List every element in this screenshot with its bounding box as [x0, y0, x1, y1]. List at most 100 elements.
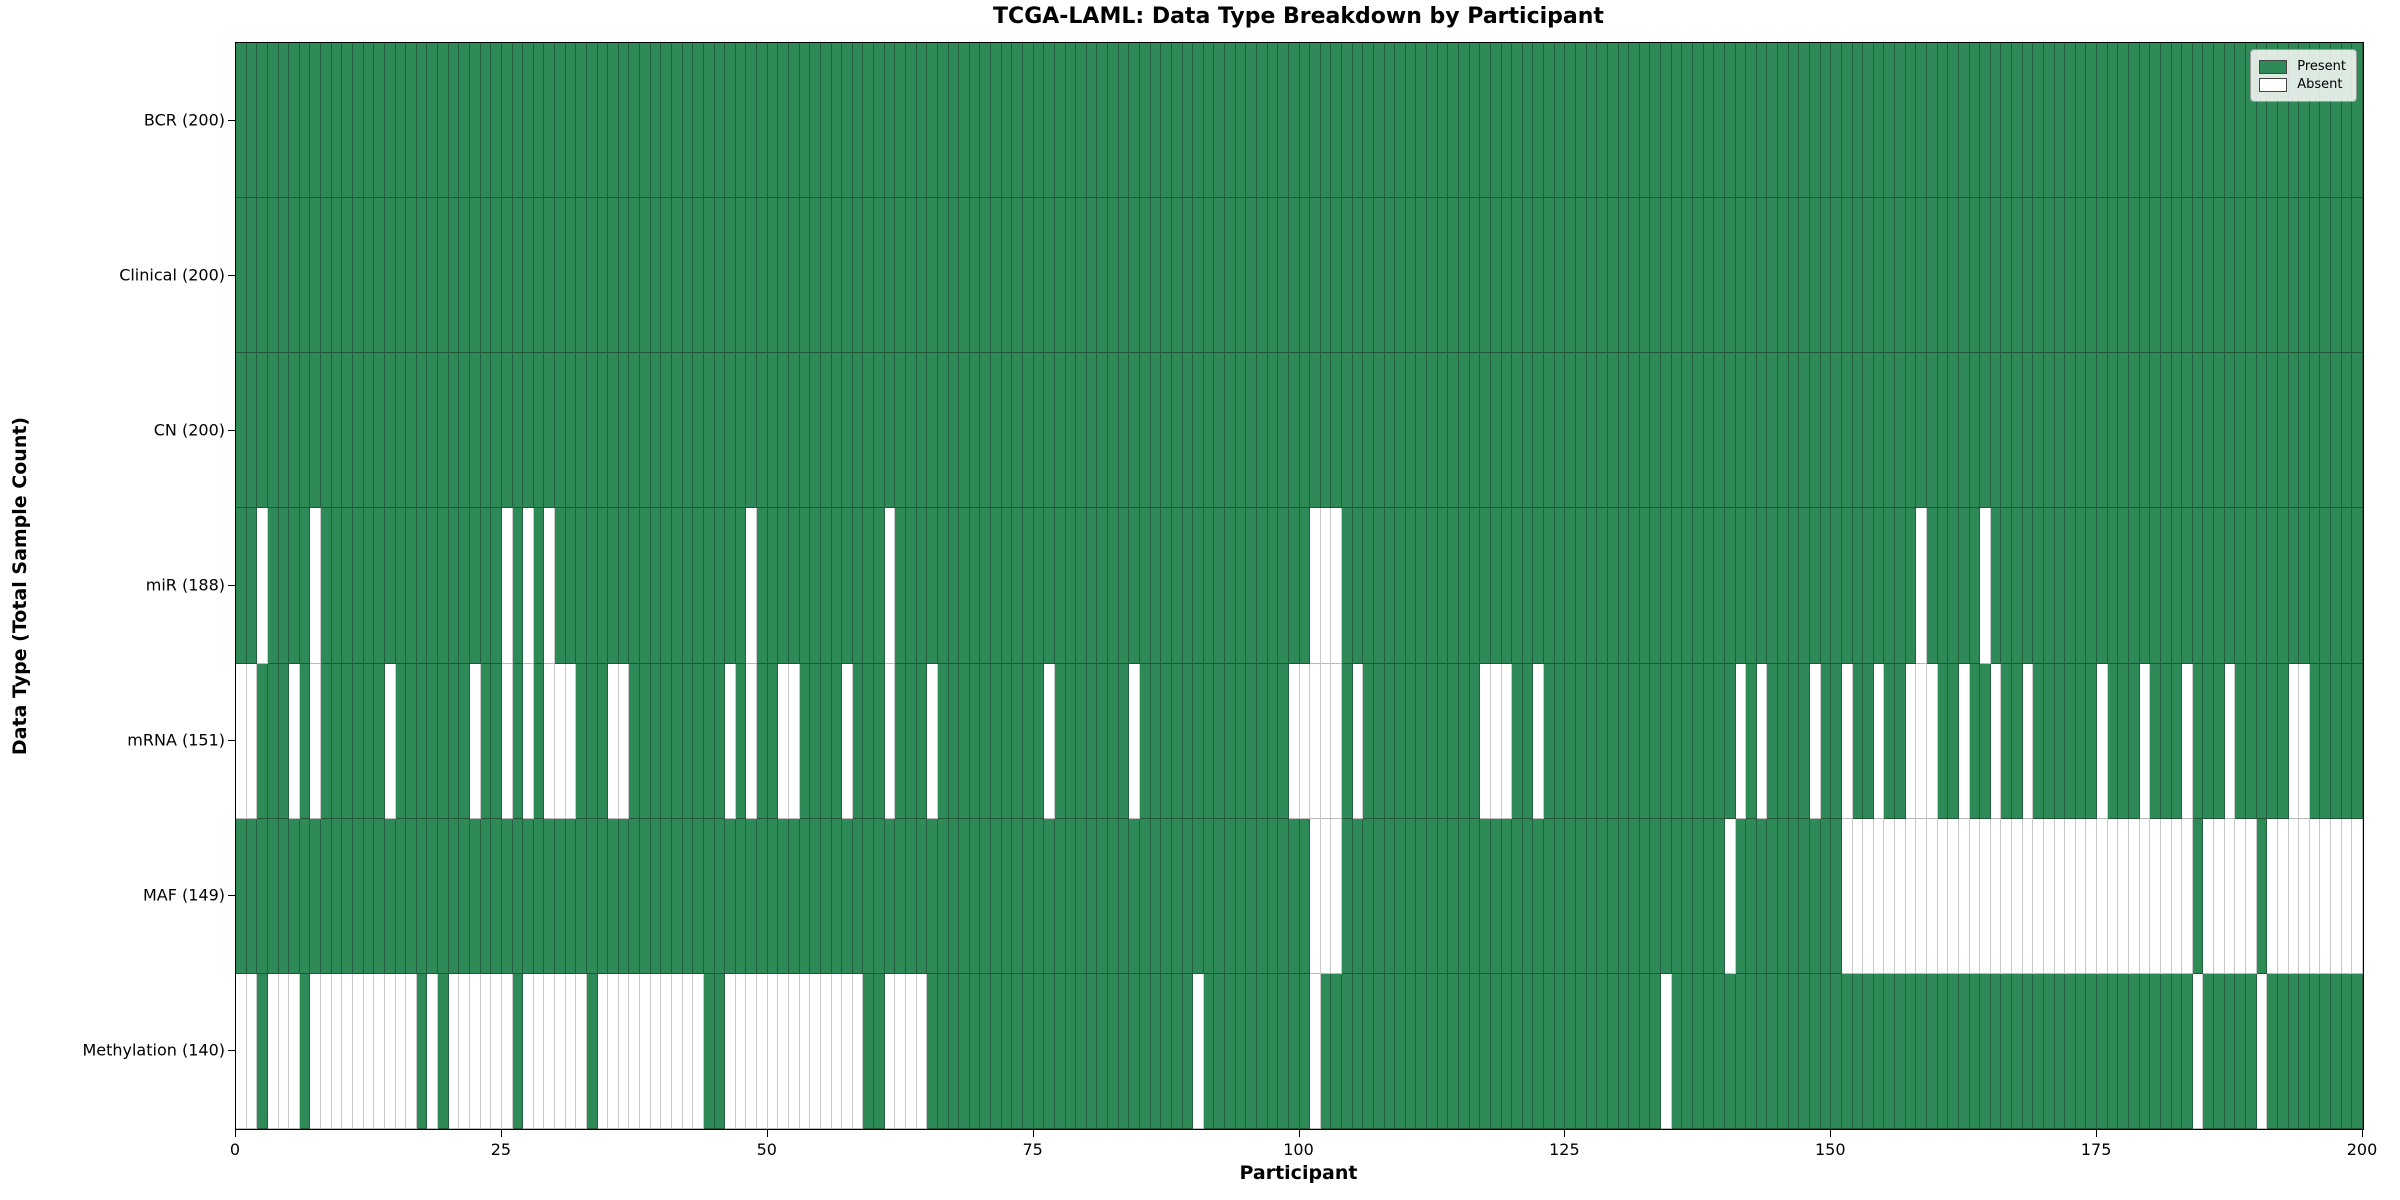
heatmap-cell	[703, 353, 715, 509]
heatmap-cell	[278, 663, 290, 819]
heatmap-cell	[906, 818, 917, 974]
heatmap-cell	[1884, 508, 1896, 664]
heatmap-cell	[1618, 818, 1630, 974]
heatmap-cell	[448, 973, 460, 1129]
heatmap-cell	[842, 43, 853, 199]
heatmap-cell	[831, 43, 843, 199]
heatmap-cell	[714, 198, 726, 354]
heatmap-cell	[1692, 663, 1704, 819]
heatmap-cell	[1256, 663, 1268, 819]
heatmap-cell	[1033, 353, 1045, 509]
heatmap-cell	[469, 353, 481, 509]
heatmap-cell	[257, 818, 268, 974]
heatmap-cell	[395, 198, 407, 354]
legend-present-swatch	[2259, 59, 2288, 74]
heatmap-cell	[672, 508, 683, 664]
heatmap-cell	[1926, 43, 1938, 199]
heatmap-cell	[1171, 663, 1183, 819]
heatmap-cell	[448, 818, 460, 974]
heatmap-cell	[1969, 818, 1981, 974]
heatmap-cell	[672, 973, 683, 1129]
heatmap-cell	[2224, 818, 2236, 974]
heatmap-cell	[2192, 663, 2204, 819]
heatmap-cell	[1278, 663, 1289, 819]
heatmap-cell	[299, 43, 311, 199]
heatmap-cell	[884, 663, 896, 819]
heatmap-cell	[1873, 198, 1885, 354]
heatmap-cell	[1161, 818, 1172, 974]
heatmap-cell	[852, 198, 864, 354]
heatmap-cell	[1363, 818, 1374, 974]
heatmap-cell	[1714, 43, 1725, 199]
heatmap-cell	[1958, 353, 1970, 509]
heatmap-cell	[895, 198, 906, 354]
heatmap-cell	[640, 43, 651, 199]
heatmap-cell	[1044, 353, 1055, 509]
heatmap-cell	[1278, 198, 1289, 354]
heatmap-cell	[650, 43, 662, 199]
heatmap-cell	[1193, 43, 1204, 199]
heatmap-cell	[2309, 818, 2321, 974]
heatmap-cell	[810, 353, 821, 509]
heatmap-cell	[2182, 353, 2193, 509]
heatmap-cell	[310, 43, 322, 199]
heatmap-cell	[289, 663, 300, 819]
heatmap-cell	[384, 198, 396, 354]
heatmap-cell	[959, 353, 970, 509]
heatmap-cell	[374, 818, 385, 974]
heatmap-cell	[278, 198, 290, 354]
heatmap-cell	[2139, 663, 2151, 819]
heatmap-cell	[1735, 198, 1747, 354]
heatmap-cell	[2203, 43, 2215, 199]
heatmap-cell	[1629, 43, 1640, 199]
heatmap-cell	[1193, 508, 1204, 664]
heatmap-cell	[2320, 973, 2332, 1129]
heatmap-cell	[884, 508, 896, 664]
heatmap-cell	[586, 43, 598, 199]
heatmap-cell	[1427, 663, 1438, 819]
heatmap-cell	[427, 353, 439, 509]
heatmap-cell	[842, 973, 853, 1129]
heatmap-cell	[1480, 663, 1491, 819]
heatmap-cell	[1033, 43, 1045, 199]
heatmap-cell	[1022, 198, 1034, 354]
heatmap-cell	[1607, 353, 1619, 509]
heatmap-cell	[1108, 43, 1119, 199]
heatmap-cell	[1437, 663, 1449, 819]
heatmap-cell	[2352, 818, 2363, 974]
heatmap-cell	[1778, 198, 1789, 354]
heatmap-cell	[352, 973, 364, 1129]
heatmap-cell	[2160, 353, 2172, 509]
heatmap-cell	[1235, 43, 1247, 199]
heatmap-cell	[895, 973, 906, 1129]
heatmap-cell	[1214, 663, 1226, 819]
heatmap-cell	[2160, 973, 2172, 1129]
heatmap-cell	[2118, 663, 2130, 819]
heatmap-cell	[555, 818, 566, 974]
heatmap-cell	[2107, 353, 2119, 509]
heatmap-cell	[746, 663, 758, 819]
heatmap-cell	[480, 353, 492, 509]
heatmap-cell	[778, 43, 790, 199]
heatmap-cell	[672, 818, 683, 974]
heatmap-cell	[1969, 508, 1981, 664]
heatmap-cell	[1405, 663, 1417, 819]
heatmap-cell	[1150, 43, 1162, 199]
heatmap-cell	[1682, 818, 1693, 974]
heatmap-cell	[1490, 508, 1502, 664]
heatmap-cell	[1533, 663, 1545, 819]
heatmap-cell	[714, 663, 726, 819]
heatmap-cell	[1416, 818, 1428, 974]
heatmap-cell	[948, 973, 960, 1129]
heatmap-cell	[1076, 353, 1087, 509]
heatmap-cell	[1405, 198, 1417, 354]
heatmap-cell	[1788, 353, 1800, 509]
heatmap-cell	[512, 43, 524, 199]
heatmap-cell	[1948, 198, 1959, 354]
heatmap-cell	[650, 198, 662, 354]
heatmap-cell	[906, 663, 917, 819]
heatmap-cell	[1129, 43, 1140, 199]
heatmap-cell	[1235, 508, 1247, 664]
heatmap-cell	[1809, 818, 1821, 974]
heatmap-cell	[1395, 818, 1406, 974]
